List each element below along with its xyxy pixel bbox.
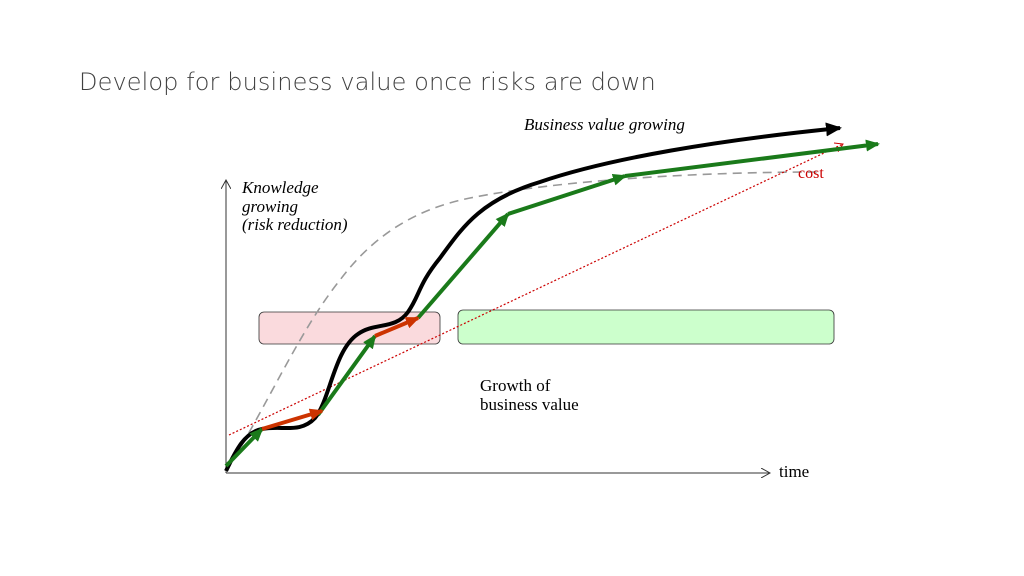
knowledge-label-line1: Knowledge	[241, 178, 319, 197]
business-value-box	[457, 309, 835, 345]
knowledge-label-line2: growing	[242, 197, 298, 216]
knowledge-curve	[225, 171, 821, 473]
growth-label-line1: Growth of	[480, 376, 551, 395]
knowledge-label-line3: (risk reduction)	[242, 215, 348, 234]
value-arrow-1	[224, 427, 264, 468]
value-arrow-5	[624, 139, 880, 178]
x-axis-label: time	[779, 462, 809, 481]
risk-arrow-2	[374, 316, 420, 338]
cost-label: cost	[798, 165, 824, 182]
value-arrow-4	[507, 174, 627, 216]
risk-arrow-1	[261, 408, 324, 431]
growth-label-line2: business value	[480, 395, 579, 414]
value-arrow-3	[416, 212, 510, 320]
business-value-curve	[224, 122, 842, 472]
slide-title: Develop for business value once risks ar…	[79, 68, 656, 96]
business-value-label: Business value growing	[524, 115, 685, 134]
value-arrow-2	[316, 334, 377, 417]
